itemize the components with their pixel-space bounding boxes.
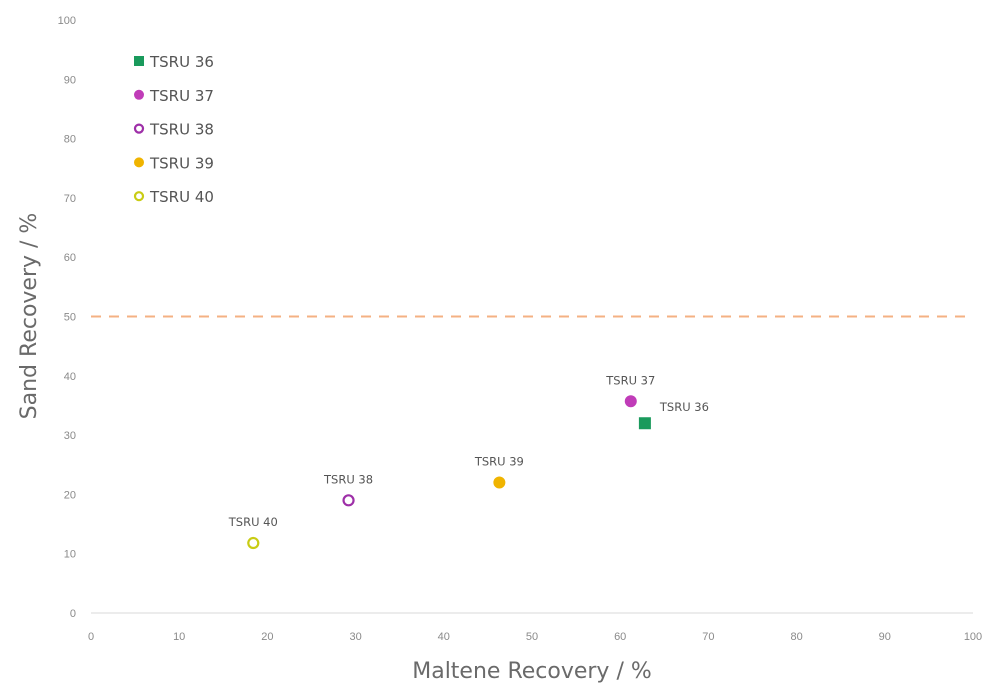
legend-marker [133,191,145,202]
data-point [342,494,355,507]
x-tick-label: 0 [88,631,94,643]
x-tick-label: 60 [614,631,626,643]
y-tick-label: 90 [64,74,76,86]
y-tick-label: 60 [64,252,76,264]
y-tick-label: 0 [70,608,76,620]
data-point [638,417,651,430]
x-tick-label: 70 [702,631,714,643]
x-tick-label: 10 [173,631,185,643]
y-tick-label: 70 [64,193,76,205]
x-axis-title: Maltene Recovery / % [412,659,652,684]
x-tick-label: 40 [438,631,450,643]
axes-layer: 0 10 20 30 40 50 60 70 80 90 100 0 10 20 30 40 50 60 70 80 9… [58,15,983,643]
data-point [493,476,506,489]
x-tick-label: 30 [349,631,361,643]
legend-marker [133,123,145,134]
data-label: TSRU 38 [323,472,373,486]
y-tick-label: 50 [64,312,76,324]
x-tick-label: 100 [964,631,982,643]
legend-label: TSRU 37 [149,87,214,105]
legend: TSRU 36 TSRU 37 TSRU 38 TSRU 39 TSRU 40 [133,53,214,206]
data-label: TSRU 36 [659,400,709,414]
x-tick-label: 80 [790,631,802,643]
legend-label: TSRU 38 [149,121,214,139]
data-label: TSRU 39 [474,455,524,469]
y-axis-title: Sand Recovery / % [17,213,42,420]
y-tick-label: 30 [64,430,76,442]
data-point [247,536,260,550]
legend-marker [134,157,144,168]
legend-label: TSRU 36 [149,53,214,71]
legend-marker [134,89,144,100]
y-tick-label: 20 [64,489,76,501]
y-tick-label: 80 [64,134,76,146]
points-layer: TSRU 36 TSRU 37 TSRU 38 TSRU 39 TSRU 40 [228,373,709,550]
data-point [624,395,637,408]
legend-marker [134,56,144,66]
data-label: TSRU 37 [605,373,655,387]
legend-label: TSRU 39 [149,154,214,172]
x-tick-label: 90 [879,631,891,643]
y-tick-label: 40 [64,371,76,383]
y-tick-label: 10 [64,549,76,561]
x-tick-label: 50 [526,631,538,643]
x-tick-label: 20 [261,631,273,643]
data-label: TSRU 40 [228,515,278,529]
legend-label: TSRU 40 [149,188,214,206]
y-tick-label: 100 [58,15,76,27]
